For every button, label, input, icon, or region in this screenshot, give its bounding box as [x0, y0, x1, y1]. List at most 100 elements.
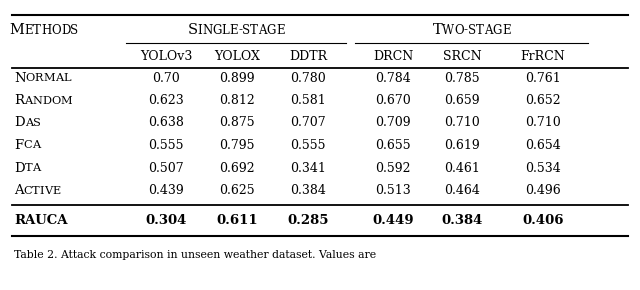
Text: M: M: [10, 23, 24, 37]
Text: 0.655: 0.655: [375, 139, 411, 152]
Text: 0.692: 0.692: [219, 162, 255, 175]
Text: 0.619: 0.619: [444, 139, 480, 152]
Text: 0.464: 0.464: [444, 184, 480, 197]
Text: A: A: [258, 23, 267, 37]
Text: T: T: [32, 186, 40, 195]
Text: T: T: [24, 163, 32, 173]
Text: YOLOX: YOLOX: [214, 50, 260, 63]
Text: L: L: [222, 23, 230, 37]
Text: M: M: [44, 73, 55, 83]
Text: E: E: [52, 186, 61, 195]
Text: A: A: [484, 23, 493, 37]
Text: C: C: [24, 186, 32, 195]
Text: -: -: [238, 23, 242, 37]
Text: S: S: [70, 23, 78, 37]
Text: 0.785: 0.785: [444, 72, 480, 84]
Text: 0.709: 0.709: [375, 117, 411, 130]
Text: 0.285: 0.285: [287, 214, 329, 227]
Text: C: C: [23, 140, 32, 151]
Text: 0.507: 0.507: [148, 162, 184, 175]
Text: 0.623: 0.623: [148, 94, 184, 107]
Text: I: I: [197, 23, 202, 37]
Text: 0.384: 0.384: [442, 214, 483, 227]
Text: 0.875: 0.875: [219, 117, 255, 130]
Text: 0.611: 0.611: [216, 214, 258, 227]
Text: R: R: [14, 94, 24, 107]
Text: N: N: [32, 95, 42, 106]
Text: 0.707: 0.707: [290, 117, 326, 130]
Text: 0.659: 0.659: [444, 94, 480, 107]
Text: O: O: [454, 23, 464, 37]
Text: 0.638: 0.638: [148, 117, 184, 130]
Text: 0.654: 0.654: [525, 139, 561, 152]
Text: 0.710: 0.710: [525, 117, 561, 130]
Text: 0.70: 0.70: [152, 72, 180, 84]
Text: T: T: [433, 23, 442, 37]
Text: 0.534: 0.534: [525, 162, 561, 175]
Text: 0.581: 0.581: [290, 94, 326, 107]
Text: SRCN: SRCN: [443, 50, 481, 63]
Text: 0.461: 0.461: [444, 162, 480, 175]
Text: 0.341: 0.341: [290, 162, 326, 175]
Text: D: D: [14, 117, 24, 130]
Text: 0.761: 0.761: [525, 72, 561, 84]
Text: 0.449: 0.449: [372, 214, 414, 227]
Text: H: H: [41, 23, 51, 37]
Text: O: O: [51, 95, 60, 106]
Text: DRCN: DRCN: [373, 50, 413, 63]
Text: E: E: [230, 23, 238, 37]
Text: RAUCA: RAUCA: [14, 214, 67, 227]
Text: DDTR: DDTR: [289, 50, 327, 63]
Text: 0.795: 0.795: [220, 139, 255, 152]
Text: A: A: [55, 73, 63, 83]
Text: 0.670: 0.670: [375, 94, 411, 107]
Text: R: R: [35, 73, 44, 83]
Text: D: D: [61, 23, 70, 37]
Text: G: G: [267, 23, 276, 37]
Text: T: T: [250, 23, 258, 37]
Text: YOLOv3: YOLOv3: [140, 50, 192, 63]
Text: A: A: [32, 163, 40, 173]
Text: N: N: [202, 23, 212, 37]
Text: A: A: [24, 95, 32, 106]
Text: A: A: [14, 184, 24, 197]
Text: 0.555: 0.555: [148, 139, 184, 152]
Text: 0.406: 0.406: [522, 214, 564, 227]
Text: S: S: [188, 23, 197, 37]
Text: T: T: [476, 23, 484, 37]
Text: S: S: [242, 23, 250, 37]
Text: I: I: [40, 186, 44, 195]
Text: M: M: [60, 95, 72, 106]
Text: G: G: [212, 23, 222, 37]
Text: V: V: [44, 186, 52, 195]
Text: O: O: [51, 23, 61, 37]
Text: FrRCN: FrRCN: [520, 50, 565, 63]
Text: G: G: [493, 23, 502, 37]
Text: E: E: [276, 23, 285, 37]
Text: 0.439: 0.439: [148, 184, 184, 197]
Text: 0.625: 0.625: [219, 184, 255, 197]
Text: S: S: [468, 23, 476, 37]
Text: E: E: [24, 23, 33, 37]
Text: 0.652: 0.652: [525, 94, 561, 107]
Text: 0.780: 0.780: [290, 72, 326, 84]
Text: L: L: [63, 73, 71, 83]
Text: A: A: [32, 140, 40, 151]
Text: -: -: [464, 23, 468, 37]
Text: 0.384: 0.384: [290, 184, 326, 197]
Text: W: W: [442, 23, 454, 37]
Text: D: D: [42, 95, 51, 106]
Text: A: A: [24, 118, 33, 128]
Text: D: D: [14, 162, 24, 175]
Text: F: F: [14, 139, 23, 152]
Text: 0.899: 0.899: [219, 72, 255, 84]
Text: 0.710: 0.710: [444, 117, 480, 130]
Text: Table 2. Attack comparison in unseen weather dataset. Values are: Table 2. Attack comparison in unseen wea…: [14, 249, 376, 260]
Text: 0.304: 0.304: [145, 214, 187, 227]
Text: 0.592: 0.592: [375, 162, 411, 175]
Text: T: T: [33, 23, 41, 37]
Text: 0.784: 0.784: [375, 72, 411, 84]
Text: E: E: [502, 23, 511, 37]
Text: 0.555: 0.555: [291, 139, 326, 152]
Text: 0.496: 0.496: [525, 184, 561, 197]
